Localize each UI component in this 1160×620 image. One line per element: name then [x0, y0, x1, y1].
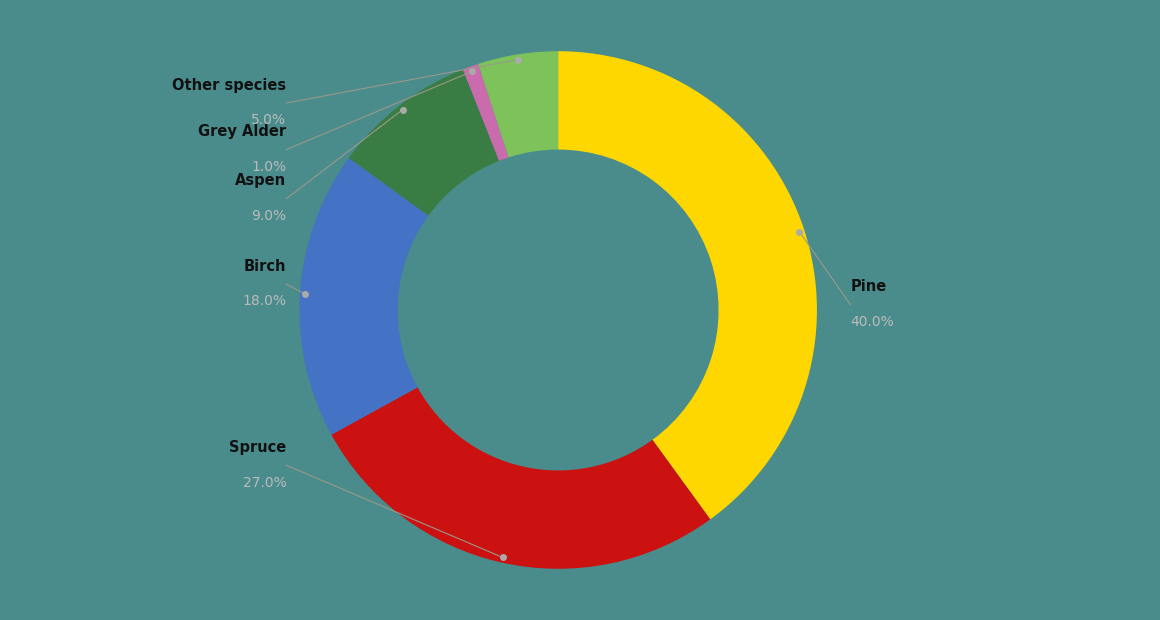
Wedge shape	[558, 51, 817, 520]
Wedge shape	[478, 51, 558, 157]
Text: Grey Alder: Grey Alder	[198, 124, 287, 140]
Text: 5.0%: 5.0%	[252, 113, 287, 127]
Text: Birch: Birch	[244, 259, 287, 274]
Text: Aspen: Aspen	[235, 174, 287, 188]
Text: 1.0%: 1.0%	[252, 160, 287, 174]
Wedge shape	[299, 158, 428, 435]
Text: Other species: Other species	[173, 78, 287, 92]
Text: 27.0%: 27.0%	[242, 476, 287, 490]
Text: 40.0%: 40.0%	[850, 315, 894, 329]
Text: 18.0%: 18.0%	[242, 294, 287, 309]
Wedge shape	[349, 69, 499, 216]
Text: Pine: Pine	[850, 280, 886, 294]
Wedge shape	[332, 388, 710, 569]
Text: Spruce: Spruce	[230, 440, 287, 455]
Wedge shape	[463, 64, 508, 161]
Text: 9.0%: 9.0%	[252, 209, 287, 223]
